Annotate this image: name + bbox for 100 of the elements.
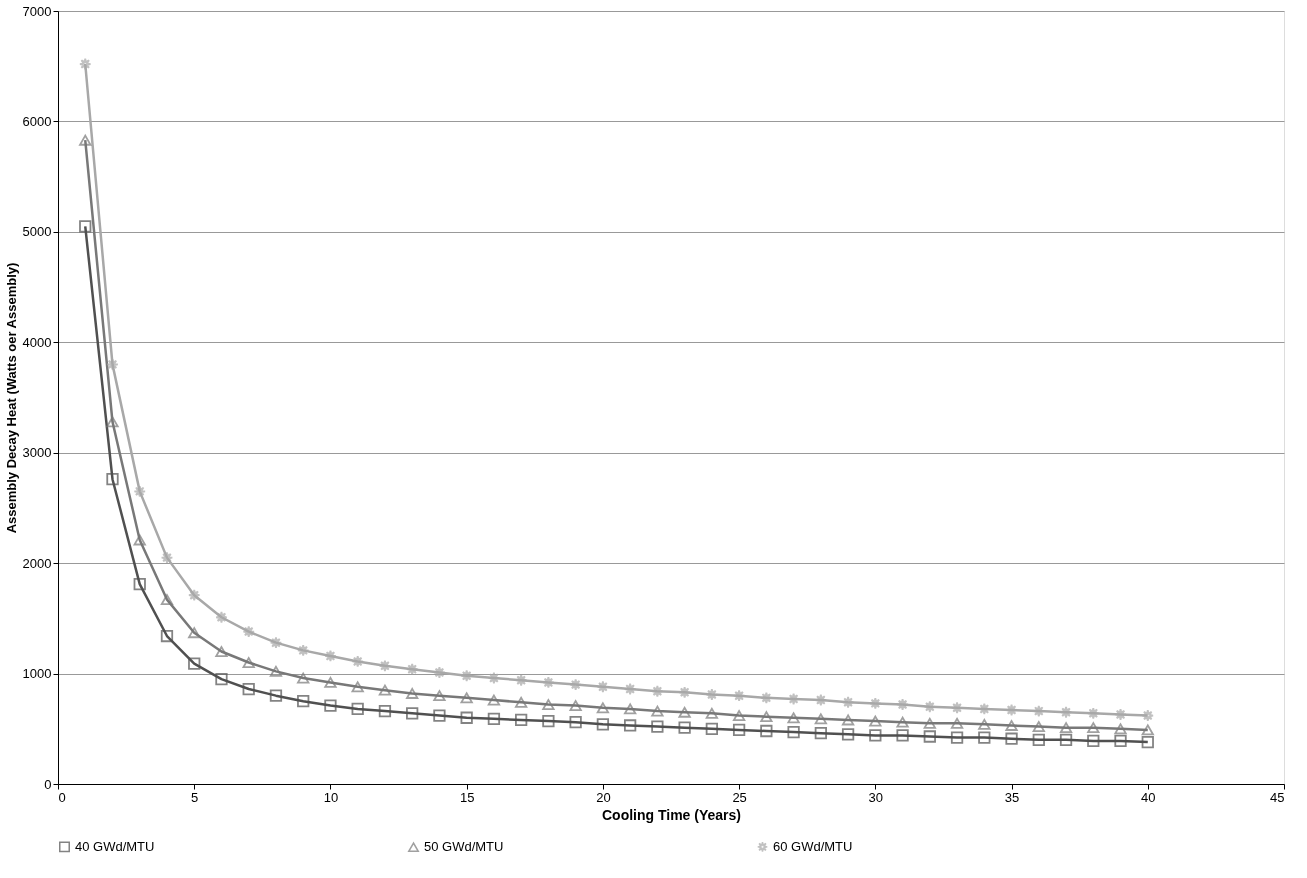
point xyxy=(787,725,800,739)
point xyxy=(269,636,283,649)
point xyxy=(623,719,637,732)
point xyxy=(351,681,364,693)
y-tick-label: 7000 xyxy=(22,3,52,19)
point xyxy=(705,722,719,735)
point xyxy=(460,711,473,724)
point xyxy=(242,657,255,668)
point xyxy=(569,716,582,729)
y-tick-label: 2000 xyxy=(22,555,52,571)
point xyxy=(297,644,310,657)
point xyxy=(79,57,92,71)
legend-label: 60 GWd/MTU xyxy=(773,838,853,854)
point xyxy=(188,627,201,639)
point xyxy=(923,730,936,743)
point xyxy=(515,713,528,727)
x-tick-label: 45 xyxy=(1270,789,1285,805)
legend-label: 40 GWd/MTU xyxy=(75,838,155,854)
x-tick-label: 15 xyxy=(459,789,475,805)
point xyxy=(542,714,555,728)
point xyxy=(487,712,501,725)
point xyxy=(1141,709,1154,722)
point xyxy=(542,699,555,710)
point xyxy=(1032,721,1045,733)
point xyxy=(487,694,501,706)
point xyxy=(732,723,746,737)
point xyxy=(923,700,936,713)
point xyxy=(160,594,174,606)
x-tick-label: 5 xyxy=(191,789,199,805)
point xyxy=(515,674,528,687)
point xyxy=(814,727,827,740)
point xyxy=(378,704,392,718)
y-axis-title: Assembly Decay Heat (Watts oer Assembly) xyxy=(3,262,19,534)
point xyxy=(787,712,800,724)
x-tick-label: 20 xyxy=(596,789,611,805)
point xyxy=(841,728,855,741)
point xyxy=(705,688,719,701)
point xyxy=(760,724,773,738)
point xyxy=(569,678,582,691)
y-tick-label: 1000 xyxy=(22,666,52,682)
point xyxy=(1059,722,1073,734)
point xyxy=(1141,735,1154,749)
point xyxy=(133,577,146,591)
point xyxy=(978,731,991,744)
point xyxy=(1087,734,1100,748)
point xyxy=(978,718,991,730)
point xyxy=(242,682,255,696)
point xyxy=(869,729,882,742)
point xyxy=(1005,720,1018,731)
point xyxy=(1005,732,1018,745)
point xyxy=(950,701,964,714)
point xyxy=(160,551,174,564)
point xyxy=(406,707,419,720)
point xyxy=(596,680,610,693)
point xyxy=(351,655,364,668)
point xyxy=(269,689,283,702)
point xyxy=(406,688,419,699)
point xyxy=(978,702,991,716)
point xyxy=(732,689,746,702)
point xyxy=(841,696,855,709)
point xyxy=(542,676,555,689)
point xyxy=(896,716,909,728)
point xyxy=(1114,708,1127,721)
point xyxy=(651,720,664,733)
point xyxy=(950,717,964,729)
point xyxy=(133,485,146,498)
point xyxy=(351,702,364,716)
point xyxy=(732,710,746,721)
point xyxy=(896,729,909,742)
point xyxy=(378,659,392,672)
point xyxy=(678,686,691,699)
point xyxy=(678,706,691,718)
x-tick-label: 30 xyxy=(868,789,884,805)
x-tick-label: 40 xyxy=(1141,789,1156,805)
point xyxy=(487,671,501,685)
point xyxy=(160,629,174,643)
point xyxy=(651,685,664,698)
point xyxy=(869,697,882,710)
point xyxy=(460,692,473,704)
point xyxy=(378,684,392,696)
point xyxy=(188,657,201,670)
y-tick-label: 4000 xyxy=(22,334,52,350)
point xyxy=(324,699,337,712)
point xyxy=(515,696,528,708)
point xyxy=(678,721,691,734)
point xyxy=(596,718,610,731)
point xyxy=(133,534,146,546)
point xyxy=(215,646,228,657)
y-tick-label: 0 xyxy=(44,776,52,792)
point xyxy=(787,692,800,706)
point xyxy=(79,134,92,146)
point xyxy=(297,672,310,684)
x-tick-label: 0 xyxy=(58,789,66,805)
point xyxy=(760,711,773,723)
point xyxy=(923,717,936,729)
point xyxy=(651,705,664,717)
point xyxy=(569,700,582,712)
point xyxy=(1087,722,1100,734)
point xyxy=(1032,733,1045,746)
point xyxy=(324,676,337,688)
